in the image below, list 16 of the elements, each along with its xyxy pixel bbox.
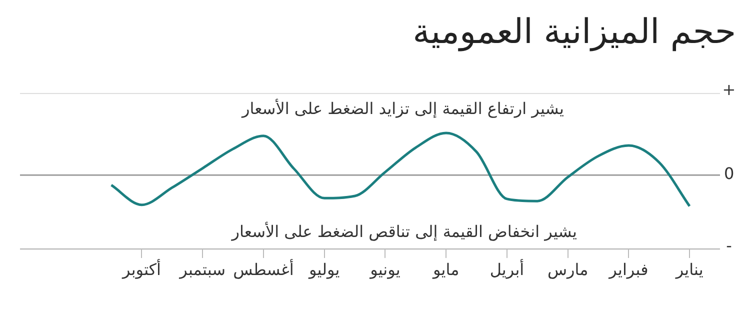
x-tick-label: مارس [547,260,588,279]
x-tick-label: أبريل [490,258,524,279]
x-tick-label: أكتوبر [122,258,161,279]
x-tick-label: سبتمبر [178,260,226,279]
x-tick-label: مايو [432,260,460,279]
text: - [726,236,732,256]
text: يشير ارتفاع القيمة إلى تزايد الضغط على الأسعار [240,98,564,118]
chart-title: حجم الميزانية العمومية [412,12,736,52]
x-tick-label: يناير [674,260,704,279]
ref-line-label: 0 [724,164,734,184]
text: + [722,80,736,100]
x-tick-label: فبراير [608,260,648,279]
text: يشير انخفاض القيمة إلى تناقص الضغط على الأسعار [230,221,577,242]
x-tick-label: يونيو [369,260,400,279]
x-tick-label: يوليو [308,260,340,279]
x-tick-label: أغسطس [233,258,294,279]
